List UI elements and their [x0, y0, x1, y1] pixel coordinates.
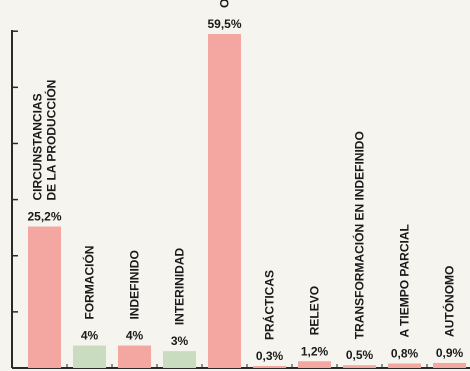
category-label: PRÁCTICAS — [262, 270, 277, 340]
value-label: 3% — [171, 334, 189, 348]
bar — [343, 365, 376, 368]
bar — [388, 363, 421, 368]
category-label: RELEVO — [308, 286, 322, 335]
bar — [118, 345, 151, 368]
category-label: INDEFINIDO — [128, 250, 142, 319]
bar — [433, 362, 466, 368]
value-label: 0,5% — [346, 348, 374, 362]
value-label: 25,2% — [27, 210, 61, 224]
category-label: CIRCUNSTANCIASDE LA PRODUCCIÓN — [31, 80, 59, 201]
value-label: 0,3% — [256, 349, 284, 363]
bar — [298, 361, 331, 368]
value-label: 1,2% — [301, 344, 329, 358]
value-label: 4% — [81, 329, 99, 343]
bar — [28, 226, 61, 368]
bar-series — [28, 34, 466, 368]
value-label: 0,9% — [436, 346, 464, 360]
category-label: TRANSFORMACIÓN EN INDEFINIDO — [352, 131, 367, 339]
category-label: FORMACIÓN — [82, 246, 97, 320]
bar — [253, 366, 286, 368]
bar — [208, 34, 241, 368]
value-labels: 25,2% 4% 4% 3% 59,5% 0,3% 1,2% 0,5% 0,8% 0,9% — [27, 17, 463, 363]
bar — [163, 351, 196, 368]
category-label: OBRA O SERVICIO — [218, 0, 232, 8]
category-label: A TIEMPO PARCIAL — [398, 224, 412, 337]
category-labels: CIRCUNSTANCIASDE LA PRODUCCIÓN FORMACIÓN I… — [31, 0, 457, 340]
value-label: 4% — [126, 329, 144, 343]
value-label: 59,5% — [207, 17, 241, 31]
category-label: AUTÓNOMO — [442, 266, 457, 337]
bar — [73, 345, 106, 368]
value-label: 0,8% — [391, 347, 419, 361]
category-label: INTERINIDAD — [173, 247, 187, 325]
